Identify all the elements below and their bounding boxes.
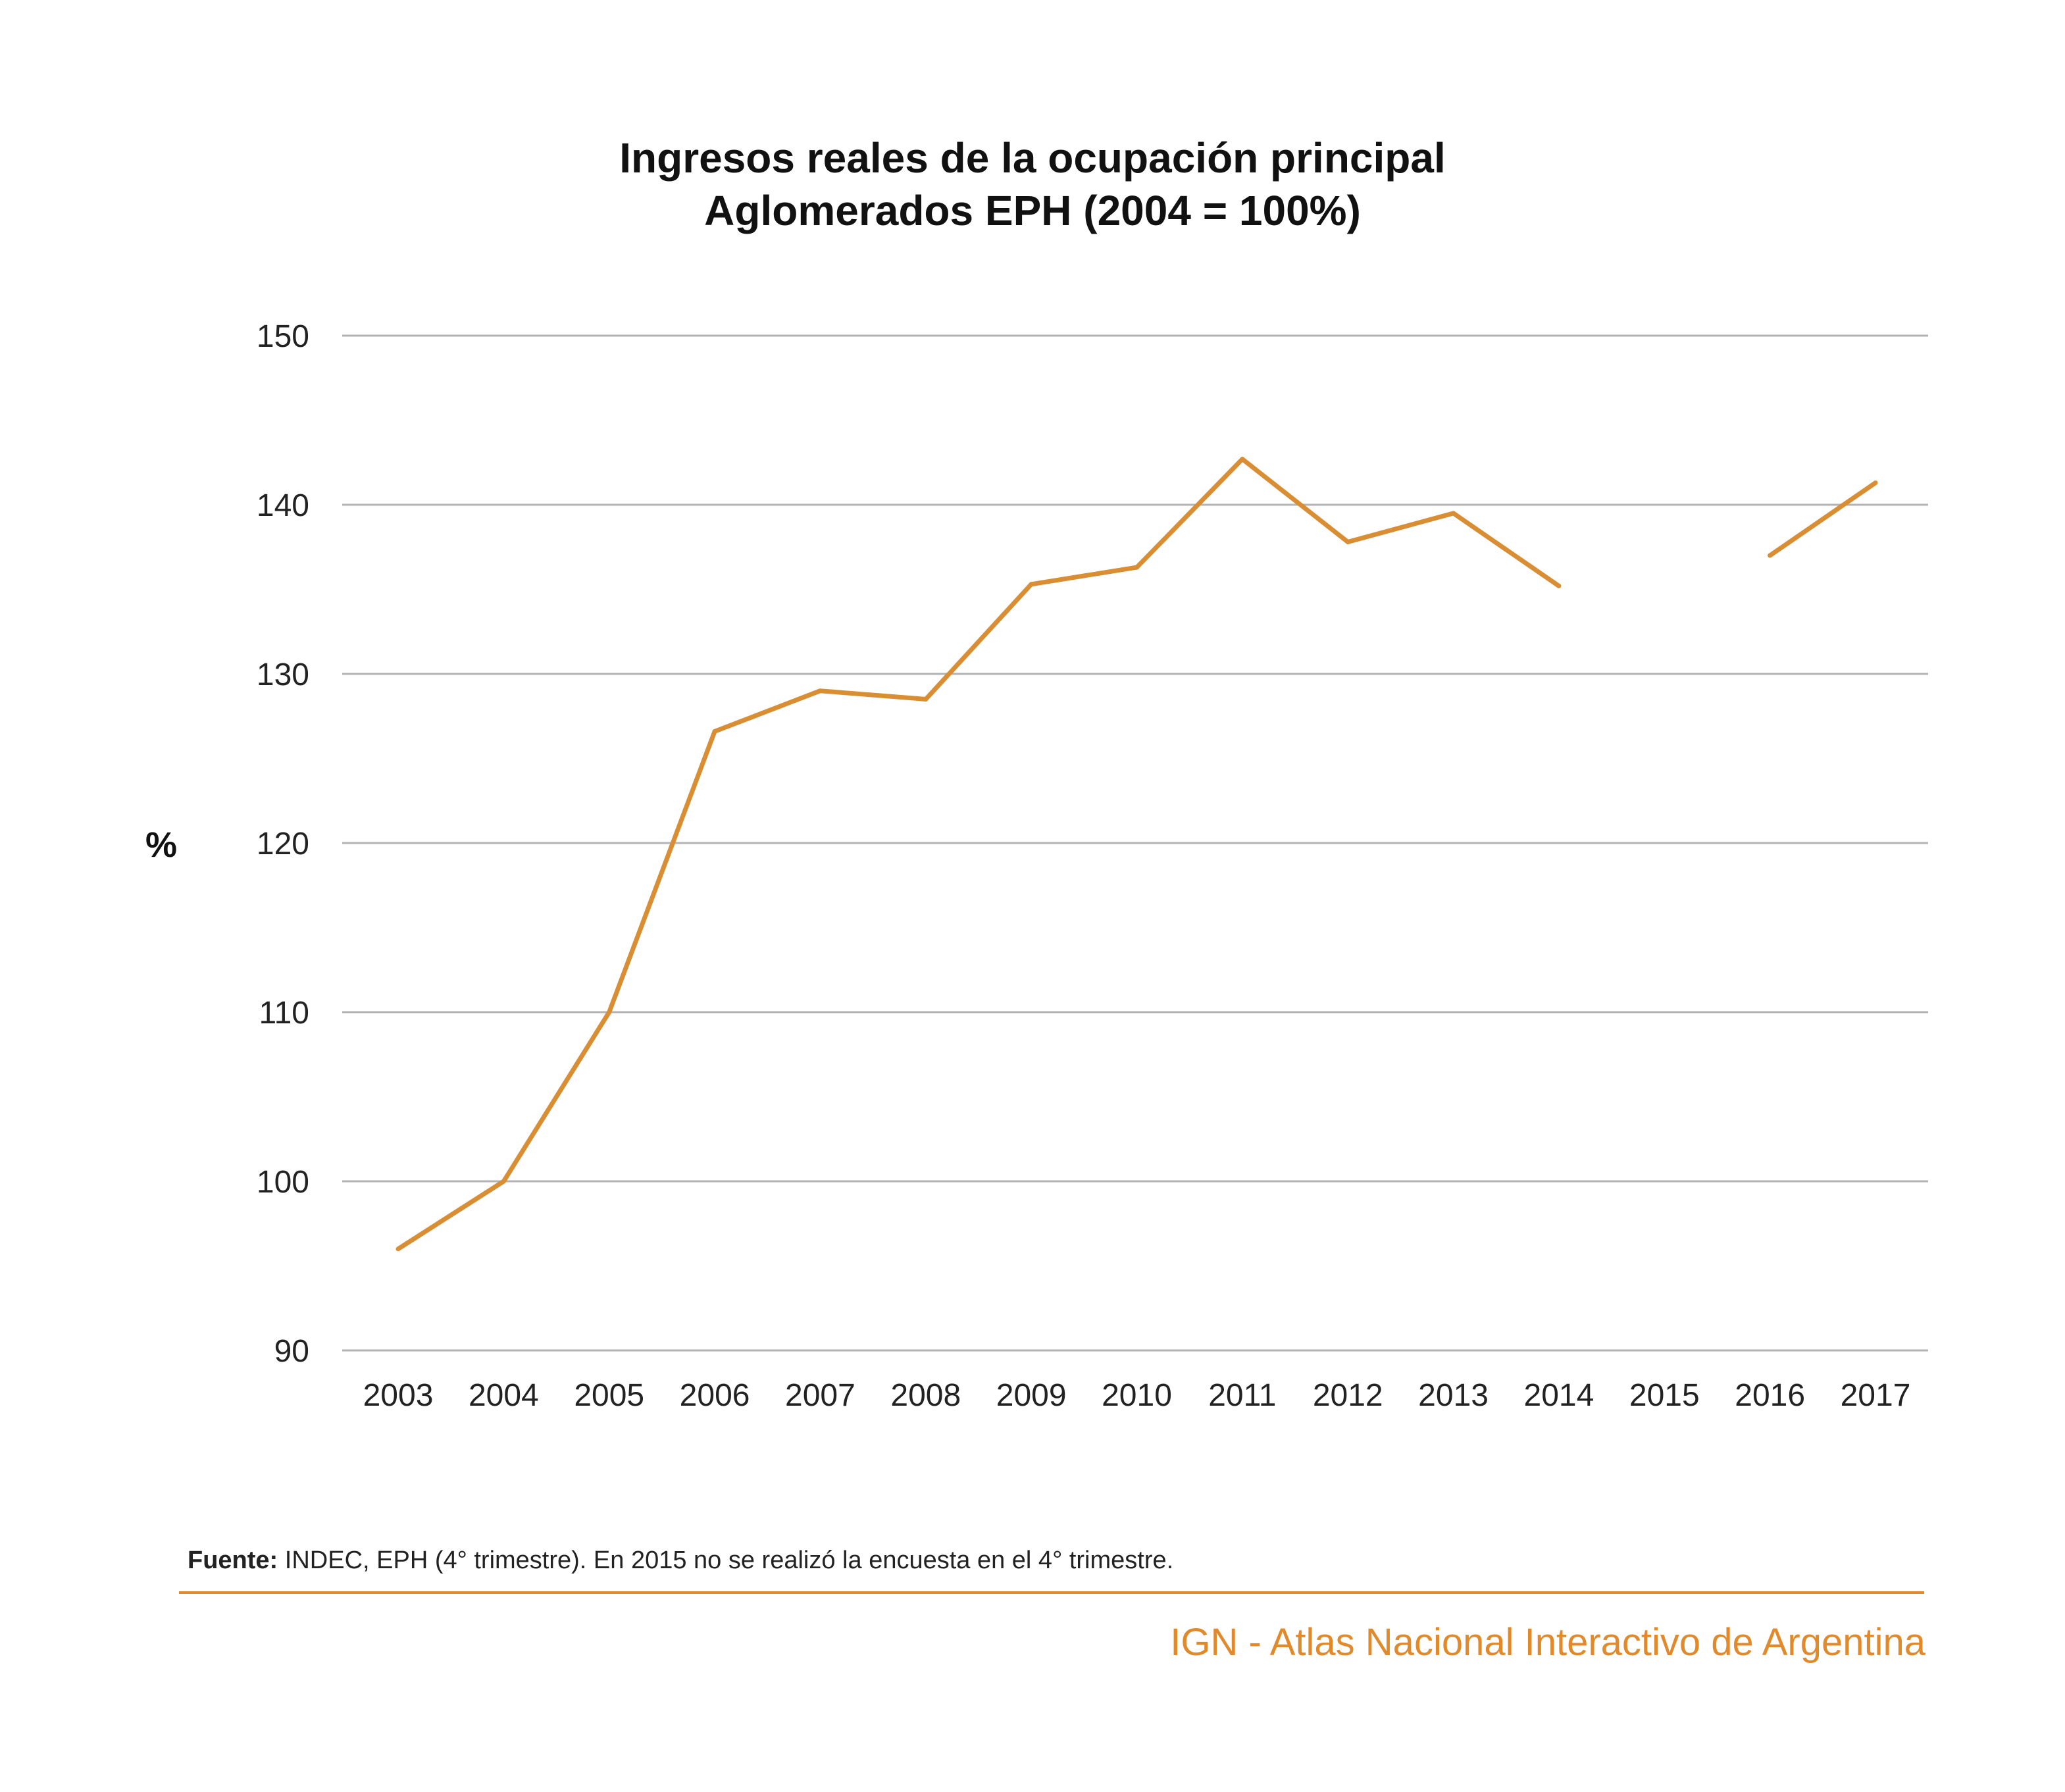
- series-line-segment: [1768, 480, 1877, 557]
- chart-title: Ingresos reales de la ocupación principa…: [619, 134, 1446, 182]
- x-tick-label: 2016: [1735, 1378, 1805, 1413]
- x-tick-label: 2005: [574, 1378, 644, 1413]
- data-point: [817, 688, 823, 694]
- footer-credit: IGN - Atlas Nacional Interactivo de Arge…: [1170, 1621, 1925, 1664]
- data-point: [1134, 565, 1139, 570]
- y-tick-label: 100: [257, 1165, 309, 1200]
- data-point: [1768, 553, 1773, 558]
- footer-divider: [179, 1591, 1924, 1594]
- data-point: [1345, 540, 1350, 545]
- x-tick-label: 2017: [1841, 1378, 1911, 1413]
- series-line-segment: [397, 457, 1560, 1251]
- y-tick-labels: 90 100 110 120 130 140 150: [257, 319, 309, 1369]
- x-tick-labels: 2003 2004 2005 2006 2007 2008 2009 2010 2011 2012…: [363, 1378, 1911, 1413]
- y-tick-label: 120: [257, 827, 309, 861]
- data-point: [1873, 480, 1878, 486]
- x-tick-label: 2010: [1102, 1378, 1172, 1413]
- x-tick-label: 2003: [363, 1378, 434, 1413]
- data-point: [1451, 511, 1456, 516]
- x-tick-label: 2006: [680, 1378, 750, 1413]
- y-tick-label: 90: [274, 1334, 309, 1369]
- source-label: Fuente:: [188, 1547, 278, 1574]
- data-point: [395, 1246, 401, 1252]
- y-tick-label: 150: [257, 319, 309, 354]
- data-point: [607, 1010, 612, 1015]
- source-note: Fuente: INDEC, EPH (4° trimestre). En 20…: [188, 1547, 1173, 1575]
- data-point: [1556, 583, 1562, 588]
- x-tick-label: 2007: [785, 1378, 855, 1413]
- gridlines: [342, 334, 1928, 1352]
- y-tick-label: 130: [257, 657, 309, 692]
- y-axis-label: %: [145, 825, 177, 865]
- x-tick-label: 2004: [469, 1378, 539, 1413]
- chart-title-block: Ingresos reales de la ocupación principa…: [0, 132, 2065, 237]
- x-tick-label: 2012: [1313, 1378, 1383, 1413]
- data-point: [1240, 457, 1245, 462]
- x-tick-label: 2013: [1418, 1378, 1489, 1413]
- series-lines: [395, 457, 1878, 1252]
- data-point: [923, 697, 929, 702]
- data-point: [712, 729, 717, 734]
- y-tick-label: 140: [257, 488, 309, 523]
- y-tick-label: 110: [259, 996, 309, 1031]
- data-point: [1029, 582, 1034, 587]
- x-tick-label: 2011: [1208, 1378, 1276, 1413]
- x-tick-label: 2014: [1524, 1378, 1594, 1413]
- x-tick-label: 2008: [890, 1378, 961, 1413]
- x-tick-label: 2015: [1629, 1378, 1700, 1413]
- chart-subtitle: Aglomerados EPH (2004 = 100%): [704, 187, 1361, 234]
- x-tick-label: 2009: [996, 1378, 1067, 1413]
- data-point: [501, 1179, 506, 1184]
- source-text: INDEC, EPH (4° trimestre). En 2015 no se…: [278, 1547, 1174, 1574]
